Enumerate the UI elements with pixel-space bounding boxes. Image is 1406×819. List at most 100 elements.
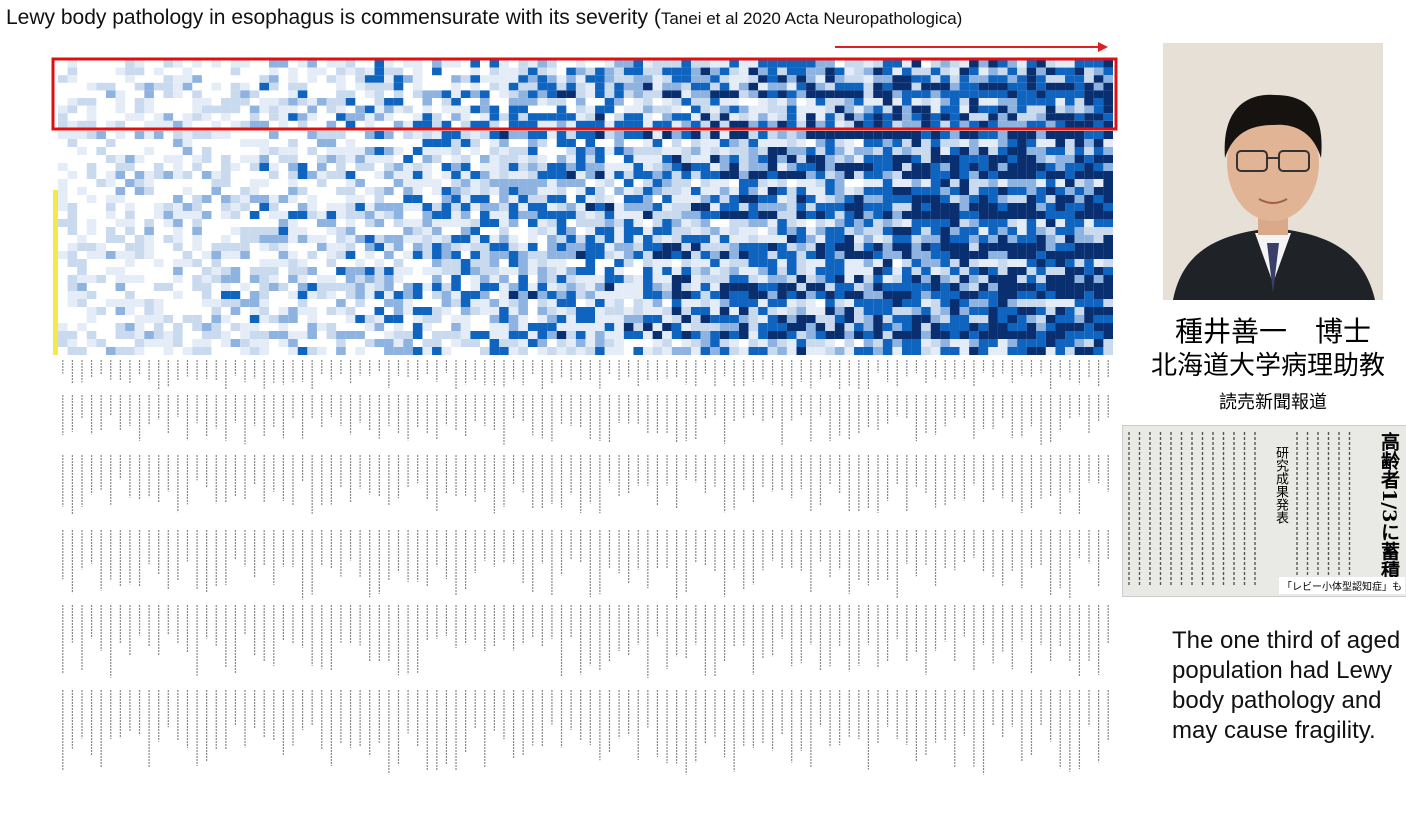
- heatmap-cell: [816, 307, 826, 315]
- heatmap-cell: [681, 121, 691, 129]
- heatmap-cell: [902, 307, 912, 315]
- heatmap-cell: [183, 315, 193, 323]
- heatmap-cell: [470, 251, 480, 259]
- heatmap-cell: [336, 60, 346, 68]
- heatmap-cell: [518, 131, 528, 139]
- heatmap-cell: [1027, 267, 1037, 275]
- heatmap-cell: [940, 227, 950, 235]
- heatmap-cell: [681, 299, 691, 307]
- heatmap-cell: [538, 267, 548, 275]
- heatmap-cell: [1017, 195, 1027, 203]
- heatmap: [53, 60, 1113, 355]
- heatmap-cell: [749, 131, 759, 139]
- heatmap-cell: [979, 179, 989, 187]
- heatmap-cell: [538, 259, 548, 267]
- heatmap-cell: [825, 163, 835, 171]
- heatmap-cell: [528, 90, 538, 98]
- heatmap-cell: [586, 147, 596, 155]
- heatmap-cell: [806, 121, 816, 129]
- heatmap-cell: [691, 60, 701, 68]
- heatmap-cell: [470, 68, 480, 76]
- heatmap-cell: [77, 291, 87, 299]
- heatmap-cell: [355, 155, 365, 163]
- heatmap-cell: [394, 106, 404, 114]
- heatmap-cell: [528, 251, 538, 259]
- heatmap-cell: [509, 187, 519, 195]
- heatmap-cell: [1103, 163, 1113, 171]
- heatmap-cell: [499, 315, 509, 323]
- heatmap-cell: [969, 275, 979, 283]
- heatmap-cell: [806, 331, 816, 339]
- heatmap-cell: [892, 323, 902, 331]
- heatmap-cell: [221, 331, 231, 339]
- heatmap-cell: [864, 195, 874, 203]
- heatmap-cell: [777, 267, 787, 275]
- heatmap-cell: [605, 323, 615, 331]
- heatmap-cell: [451, 131, 461, 139]
- heatmap-cell: [662, 98, 672, 106]
- newspaper-text: [1123, 426, 1406, 596]
- heatmap-cell: [250, 339, 260, 347]
- heatmap-cell: [135, 315, 145, 323]
- heatmap-cell: [940, 171, 950, 179]
- heatmap-cell: [211, 171, 221, 179]
- heatmap-cell: [662, 259, 672, 267]
- heatmap-cell: [605, 171, 615, 179]
- heatmap-cell: [144, 131, 154, 139]
- heatmap-cell: [403, 267, 413, 275]
- heatmap-cell: [365, 131, 375, 139]
- heatmap-cell: [173, 60, 183, 68]
- heatmap-cell: [768, 307, 778, 315]
- heatmap-cell: [1017, 275, 1027, 283]
- heatmap-cell: [1075, 243, 1085, 251]
- heatmap-cell: [269, 83, 279, 91]
- heatmap-cell: [892, 203, 902, 211]
- heatmap-cell: [701, 163, 711, 171]
- heatmap-cell: [931, 171, 941, 179]
- heatmap-cell: [1075, 75, 1085, 83]
- heatmap-cell: [298, 113, 308, 121]
- heatmap-cell: [806, 68, 816, 76]
- heatmap-cell: [1017, 187, 1027, 195]
- heatmap-cell: [202, 283, 212, 291]
- heatmap-cell: [1046, 195, 1056, 203]
- heatmap-cell: [1027, 113, 1037, 121]
- heatmap-cell: [470, 75, 480, 83]
- heatmap-cell: [816, 291, 826, 299]
- heatmap-cell: [902, 251, 912, 259]
- heatmap-cell: [643, 75, 653, 83]
- heatmap-cell: [461, 315, 471, 323]
- heatmap-cell: [442, 267, 452, 275]
- heatmap-cell: [643, 98, 653, 106]
- heatmap-cell: [960, 315, 970, 323]
- heatmap-cell: [87, 339, 97, 347]
- heatmap-cell: [777, 211, 787, 219]
- heatmap-cell: [1065, 315, 1075, 323]
- heatmap-cell: [422, 147, 432, 155]
- heatmap-cell: [1036, 339, 1046, 347]
- heatmap-cell: [701, 68, 711, 76]
- heatmap-cell: [1008, 60, 1018, 68]
- heatmap-cell: [461, 113, 471, 121]
- heatmap-cell: [739, 113, 749, 121]
- heatmap-cell: [873, 121, 883, 129]
- heatmap-cell: [470, 275, 480, 283]
- heatmap-cell: [873, 203, 883, 211]
- heatmap-cell: [672, 113, 682, 121]
- heatmap-cell: [240, 195, 250, 203]
- heatmap-cell: [96, 83, 106, 91]
- heatmap-cell: [883, 251, 893, 259]
- heatmap-cell: [1055, 227, 1065, 235]
- heatmap-cell: [1103, 251, 1113, 259]
- heatmap-cell: [614, 113, 624, 121]
- heatmap-cell: [950, 121, 960, 129]
- heatmap-cell: [1094, 68, 1104, 76]
- heatmap-cell: [854, 68, 864, 76]
- heatmap-cell: [960, 75, 970, 83]
- heatmap-cell: [624, 179, 634, 187]
- heatmap-cell: [787, 187, 797, 195]
- heatmap-cell: [346, 307, 356, 315]
- heatmap-cell: [595, 113, 605, 121]
- heatmap-cell: [384, 347, 394, 355]
- heatmap-cell: [499, 195, 509, 203]
